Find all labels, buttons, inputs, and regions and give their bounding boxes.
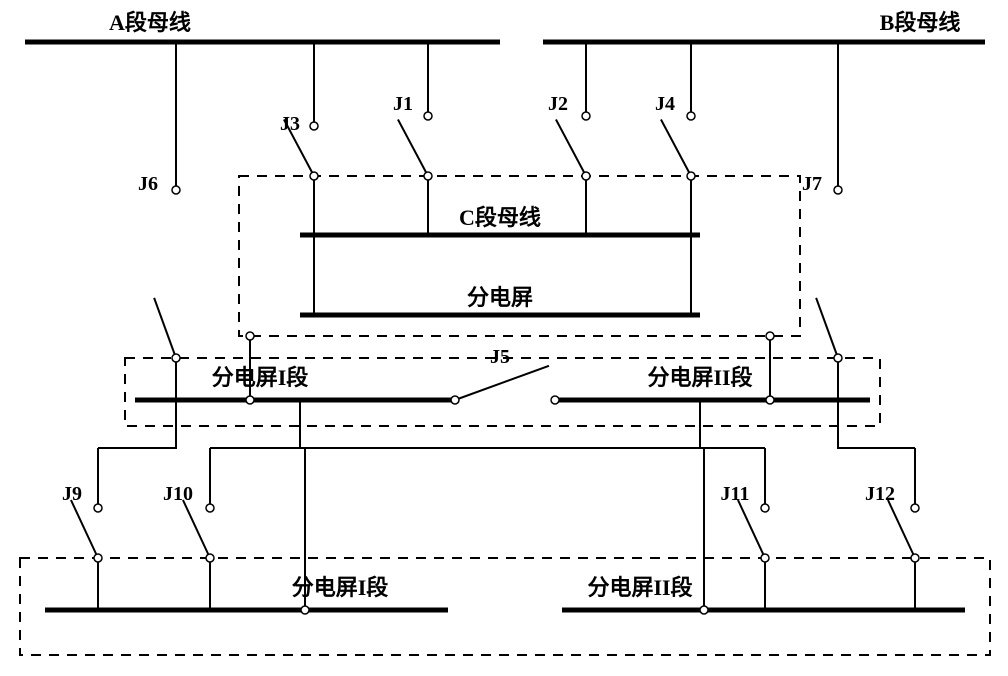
label-bus-A: A段母线: [109, 10, 191, 35]
box-bottom: [20, 558, 990, 655]
label-J2: J2: [548, 93, 568, 115]
label-J12: J12: [865, 483, 895, 505]
label-bus-B: B段母线: [880, 10, 961, 35]
label-bus-C: C段母线: [459, 205, 541, 230]
label-J7: J7: [802, 173, 822, 195]
switch-J4-arm: [661, 119, 691, 176]
label-bus-dist_upR: 分电屏II段: [647, 365, 752, 390]
switch-J1-arm: [398, 119, 428, 176]
label-bus-dist_loL: 分电屏I段: [292, 575, 389, 600]
label-bus-dist_mid: 分电屏: [467, 285, 533, 310]
switch-J5-arm: [455, 366, 549, 400]
label-bus-dist_loR: 分电屏II段: [587, 575, 692, 600]
box-top: [239, 176, 800, 336]
label-J11: J11: [721, 483, 750, 505]
label-J4: J4: [655, 93, 675, 115]
label-J1: J1: [393, 93, 413, 115]
label-J5: J5: [490, 346, 510, 368]
switch-J2-arm: [556, 119, 586, 176]
switch-J7-arm: [816, 298, 838, 358]
label-J10: J10: [163, 483, 193, 505]
switch-J6-arm: [154, 298, 176, 358]
label-bus-dist_upL: 分电屏I段: [212, 365, 309, 390]
label-J3: J3: [280, 113, 300, 135]
label-J9: J9: [62, 483, 82, 505]
label-J6: J6: [138, 173, 158, 195]
